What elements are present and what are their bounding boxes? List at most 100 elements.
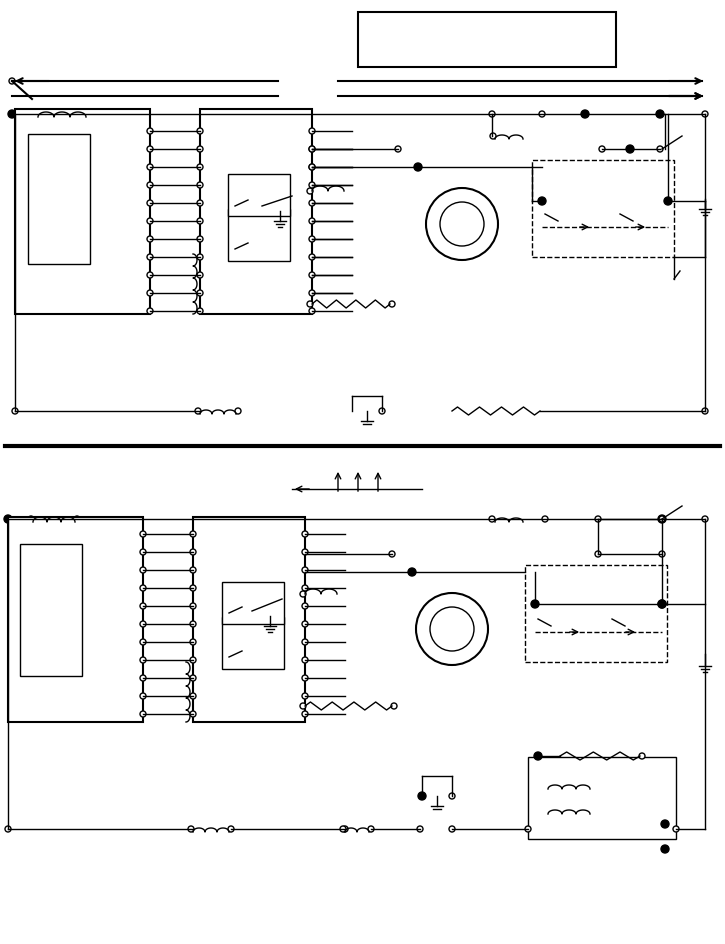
Circle shape <box>9 79 15 85</box>
Bar <box>222 617 284 669</box>
Circle shape <box>140 639 146 646</box>
Circle shape <box>197 255 203 261</box>
Circle shape <box>140 621 146 628</box>
Circle shape <box>307 302 313 308</box>
Circle shape <box>8 110 16 119</box>
Circle shape <box>256 205 264 212</box>
Circle shape <box>542 516 548 522</box>
Circle shape <box>190 675 196 682</box>
Circle shape <box>379 409 385 414</box>
Circle shape <box>12 409 18 414</box>
Circle shape <box>531 600 539 608</box>
Circle shape <box>490 134 496 140</box>
Circle shape <box>534 752 542 760</box>
Circle shape <box>417 826 423 832</box>
Circle shape <box>190 585 196 591</box>
Circle shape <box>246 610 254 617</box>
Circle shape <box>140 603 146 610</box>
Circle shape <box>659 516 665 522</box>
Circle shape <box>190 531 196 537</box>
Circle shape <box>539 112 545 118</box>
Circle shape <box>658 600 666 608</box>
Circle shape <box>197 147 203 153</box>
Circle shape <box>140 549 146 555</box>
Circle shape <box>702 112 708 118</box>
Circle shape <box>595 551 601 557</box>
Circle shape <box>626 145 634 154</box>
Circle shape <box>414 164 422 172</box>
Circle shape <box>599 147 605 153</box>
Bar <box>20 545 82 676</box>
Circle shape <box>309 165 315 171</box>
Circle shape <box>190 549 196 555</box>
Circle shape <box>489 516 495 522</box>
Circle shape <box>140 585 146 591</box>
Circle shape <box>147 129 153 135</box>
Circle shape <box>140 711 146 717</box>
Circle shape <box>147 309 153 314</box>
Circle shape <box>197 201 203 207</box>
Circle shape <box>140 567 146 573</box>
Circle shape <box>368 826 374 832</box>
Circle shape <box>489 112 495 118</box>
Bar <box>358 13 616 68</box>
Circle shape <box>302 531 308 537</box>
Circle shape <box>4 515 12 523</box>
Circle shape <box>309 309 315 314</box>
Circle shape <box>525 826 531 832</box>
Circle shape <box>661 845 669 853</box>
Circle shape <box>147 165 153 171</box>
Circle shape <box>147 291 153 296</box>
Circle shape <box>188 826 194 832</box>
Circle shape <box>309 129 315 135</box>
Circle shape <box>702 516 708 522</box>
Bar <box>15 110 150 314</box>
Bar <box>200 110 312 314</box>
Circle shape <box>190 693 196 700</box>
Circle shape <box>147 237 153 243</box>
Circle shape <box>309 273 315 278</box>
Circle shape <box>309 147 315 153</box>
Circle shape <box>302 585 308 591</box>
Bar <box>8 517 143 722</box>
Circle shape <box>309 201 315 207</box>
Circle shape <box>190 603 196 610</box>
Circle shape <box>197 165 203 171</box>
Circle shape <box>190 639 196 646</box>
Circle shape <box>309 165 315 171</box>
Bar <box>222 582 284 624</box>
Circle shape <box>85 112 91 118</box>
Circle shape <box>449 793 455 800</box>
Circle shape <box>309 237 315 243</box>
Bar <box>532 160 674 258</box>
Circle shape <box>147 183 153 189</box>
Circle shape <box>309 291 315 296</box>
Circle shape <box>140 657 146 664</box>
Circle shape <box>190 657 196 664</box>
Circle shape <box>702 409 708 414</box>
Circle shape <box>658 515 666 523</box>
Circle shape <box>302 549 308 555</box>
Circle shape <box>657 147 663 153</box>
Circle shape <box>190 567 196 573</box>
Circle shape <box>659 551 665 557</box>
Circle shape <box>658 600 666 608</box>
Circle shape <box>140 693 146 700</box>
Circle shape <box>197 237 203 243</box>
Circle shape <box>408 568 416 577</box>
Circle shape <box>197 219 203 225</box>
Circle shape <box>228 826 234 832</box>
Circle shape <box>195 409 201 414</box>
Circle shape <box>33 112 39 118</box>
Circle shape <box>418 792 426 801</box>
Circle shape <box>190 711 196 717</box>
Circle shape <box>197 273 203 278</box>
Circle shape <box>581 110 589 119</box>
Circle shape <box>147 255 153 261</box>
Circle shape <box>235 409 241 414</box>
Circle shape <box>309 183 315 189</box>
Circle shape <box>389 302 395 308</box>
Circle shape <box>307 189 313 194</box>
Circle shape <box>74 516 80 522</box>
Bar <box>525 565 667 663</box>
